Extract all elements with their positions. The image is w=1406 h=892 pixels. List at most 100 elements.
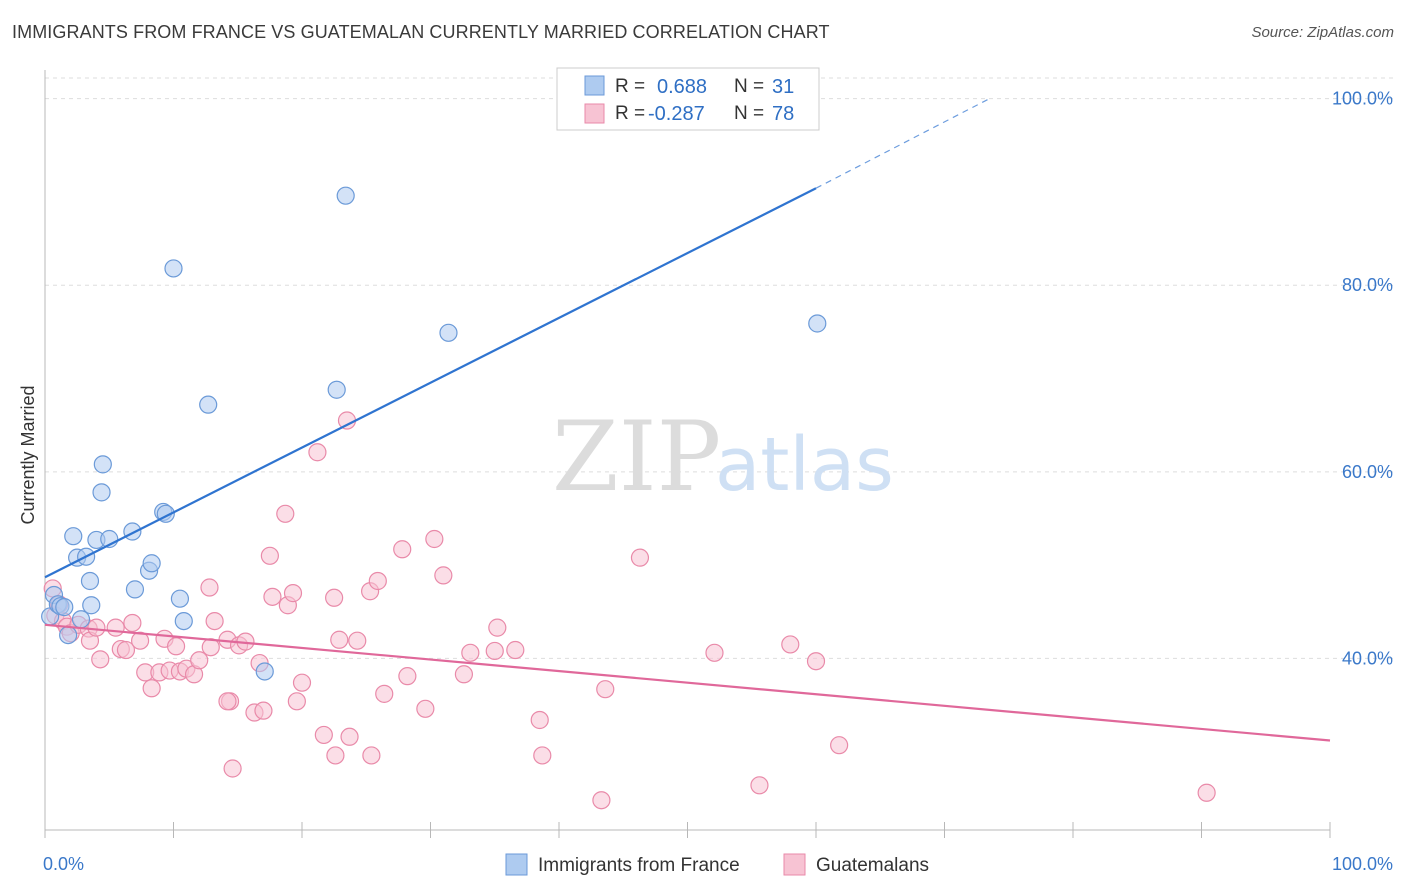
france-point <box>439 323 458 342</box>
guatemalans-point <box>166 637 186 656</box>
france-point <box>327 380 346 399</box>
france-point <box>123 522 142 541</box>
france-point <box>174 611 193 631</box>
guatemalans-point <box>348 631 367 650</box>
guatemalans-point <box>287 692 306 711</box>
guatemalans-point <box>308 443 327 462</box>
guatemalans-point <box>533 746 552 765</box>
guatemalans-point <box>488 618 507 637</box>
guatemalans-point <box>87 618 106 637</box>
guatemalans-point <box>596 680 615 699</box>
france-point <box>170 589 190 608</box>
france-point <box>808 314 827 333</box>
x-tick-label-100: 100.0% <box>1332 854 1393 874</box>
france-point <box>55 598 74 617</box>
france-point <box>164 259 183 278</box>
guatemalans-point <box>393 540 412 559</box>
guatemalans-point <box>485 641 504 661</box>
legend-swatch-pink <box>584 103 605 124</box>
guatemalans-point <box>416 699 435 718</box>
guatemalans-point <box>200 578 219 597</box>
bottom-legend-label-guatemalans: Guatemalans <box>816 855 929 876</box>
guatemalans-point <box>142 679 161 698</box>
guatemalans-point <box>218 692 237 711</box>
y-tick-label-40: 40.0% <box>1342 648 1393 668</box>
guatemalans-point <box>330 630 349 649</box>
legend-n-value-pink: 78 <box>772 103 794 125</box>
france-point <box>64 527 83 546</box>
guatemalans-point <box>337 411 357 430</box>
guatemalans-point <box>781 635 800 654</box>
guatemalans-point <box>454 665 474 684</box>
legend-n-label-blue: N = <box>734 76 764 97</box>
guatemalans-point <box>116 640 136 660</box>
guatemalans-point <box>326 746 345 765</box>
france-point <box>199 395 218 414</box>
guatemalans-point <box>506 640 525 660</box>
france-point <box>59 625 78 645</box>
x-tick-label-0: 0.0% <box>43 854 84 874</box>
guatemalans-trend-line <box>44 623 1331 742</box>
guatemalans-point <box>190 651 209 670</box>
france-point <box>93 455 112 474</box>
y-tick-label-80: 80.0% <box>1342 275 1393 295</box>
bottom-legend-swatch-france <box>505 853 528 876</box>
guatemalans-point <box>806 652 826 671</box>
guatemalans-point <box>223 759 242 778</box>
guatemalans-point <box>325 588 344 607</box>
source-credit: Source: ZipAtlas.com <box>1251 24 1394 41</box>
y-tick-label-60: 60.0% <box>1342 462 1393 482</box>
guatemalans-point <box>314 725 333 745</box>
legend-n-value-blue: 31 <box>772 76 794 98</box>
guatemalans-point <box>398 667 417 686</box>
correlation-legend: R = 0.688 N = 31 R = -0.287 N = 78 <box>556 67 820 131</box>
france-point <box>80 571 100 591</box>
france-trend-extension <box>815 98 990 189</box>
legend-r-value-blue: 0.688 <box>657 76 707 98</box>
guatemalans-point <box>130 631 150 650</box>
france-point <box>255 662 274 681</box>
x-axis-ticks <box>44 822 1331 838</box>
legend-n-label-pink: N = <box>734 103 764 124</box>
legend-r-value-pink: -0.287 <box>648 103 705 125</box>
france-point <box>82 596 101 615</box>
y-tick-labels: 40.0% 60.0% 80.0% 100.0% <box>1332 89 1393 669</box>
guatemalans-point <box>461 643 480 662</box>
guatemalans-point <box>362 746 381 765</box>
watermark-zip: ZIP <box>552 401 721 513</box>
series-legend: Immigrants from France Guatemalans <box>505 853 929 876</box>
france-point <box>336 186 355 205</box>
guatemalans-point <box>530 710 549 730</box>
guatemalans-point <box>205 611 224 631</box>
france-point <box>125 580 145 599</box>
guatemalans-point <box>91 650 110 669</box>
guatemalans-point <box>123 613 142 633</box>
guatemalans-point <box>340 727 359 746</box>
guatemalans-point <box>630 548 650 567</box>
guatemalans-point <box>263 587 282 606</box>
guatemalans-point <box>375 684 394 703</box>
france-trend-line <box>44 187 817 579</box>
watermark-atlas: atlas <box>715 422 894 508</box>
guatemalans-point <box>254 701 273 720</box>
guatemalans-point <box>434 566 453 585</box>
legend-r-label-pink: R = <box>615 103 645 124</box>
france-point <box>92 483 111 502</box>
chart-title: IMMIGRANTS FROM FRANCE VS GUATEMALAN CUR… <box>12 22 830 42</box>
france-point <box>71 610 91 629</box>
france-point <box>142 554 161 573</box>
y-axis-title: Currently Married <box>18 385 38 524</box>
guatemalans-point <box>750 776 769 795</box>
guatemalans-point <box>260 546 279 565</box>
trend-lines <box>44 98 1331 742</box>
guatemalans-point <box>830 736 849 755</box>
bottom-legend-label-france: Immigrants from France <box>538 855 740 876</box>
y-tick-label-100: 100.0% <box>1332 89 1393 109</box>
guatemalans-point <box>283 584 303 603</box>
guatemalans-point <box>106 618 125 637</box>
guatemalans-point <box>292 673 312 692</box>
guatemalans-point <box>705 643 724 662</box>
guatemalans-point <box>368 571 387 591</box>
legend-r-label-blue: R = <box>615 76 645 97</box>
